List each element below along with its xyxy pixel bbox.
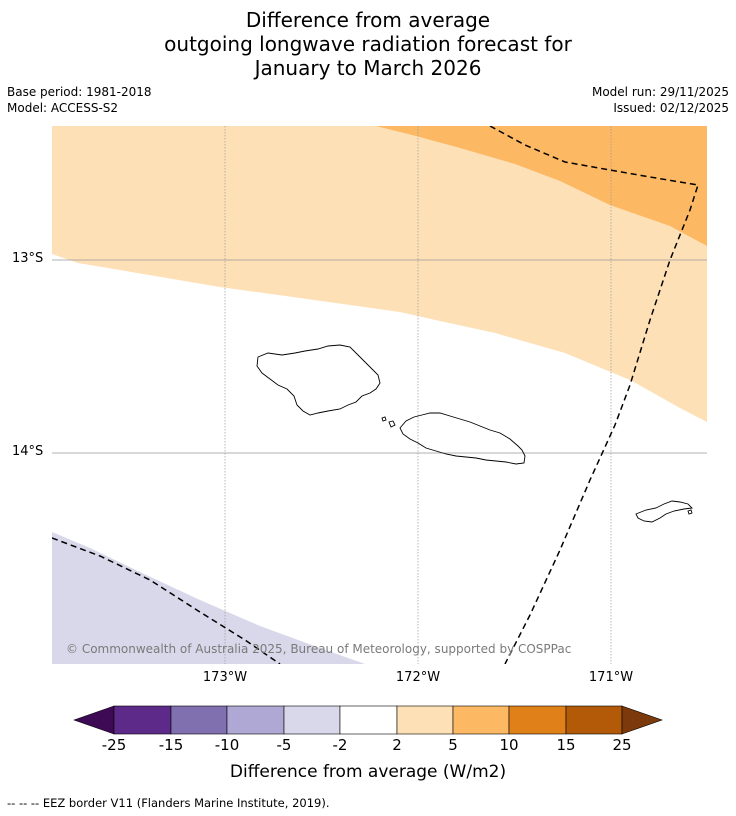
colorbar-extend-high <box>621 705 663 735</box>
colorbar-extend-low <box>73 705 115 735</box>
colorbar-tick-label: -5 <box>276 736 292 754</box>
apolima-islet <box>381 416 387 422</box>
map-area <box>52 126 707 664</box>
colorbar-bin-neg15-neg10 <box>170 705 228 735</box>
lat-label-14s: 14°S <box>12 444 44 459</box>
eez-border-east <box>489 126 699 664</box>
colorbar-tick-label: 10 <box>499 736 519 754</box>
colorbar-tick-label: 15 <box>556 736 576 754</box>
colorbar-bin-10-15 <box>508 705 567 735</box>
anomaly-region-neg5-to-neg2 <box>52 532 365 664</box>
colorbar-tick-label: 2 <box>392 736 402 754</box>
anomaly-region-2-to-5 <box>52 126 707 422</box>
colorbar-tick-label: -2 <box>332 736 348 754</box>
aunuu-islet <box>687 509 693 515</box>
meta-right: Model run: 29/11/2025 Issued: 02/12/2025 <box>592 84 729 116</box>
colorbar-bin-neg25-neg15 <box>113 705 172 735</box>
savaii-island <box>256 344 381 416</box>
title-line-3: January to March 2026 <box>254 56 482 80</box>
upolu-island <box>399 412 526 465</box>
map-title: Difference from average outgoing longwav… <box>0 8 736 80</box>
colorbar-bin-neg5-neg2 <box>283 705 341 735</box>
colorbar-bin-5-10 <box>452 705 510 735</box>
manono-islet <box>388 420 396 428</box>
model-run: Model run: 29/11/2025 <box>591 85 729 99</box>
anomaly-region-5-to-10 <box>376 126 707 246</box>
title-line-2: outgoing longwave radiation forecast for <box>164 32 572 56</box>
colorbar-title: Difference from average (W/m2) <box>229 762 507 782</box>
colorbar-tick-label: 5 <box>448 736 458 754</box>
colorbar-tick-label: -25 <box>101 736 127 754</box>
eez-border-southwest <box>52 537 281 664</box>
lon-label-173w: 173°W <box>202 670 248 685</box>
lon-label-171w: 171°W <box>588 670 634 685</box>
colorbar-tick-label: -10 <box>214 736 240 754</box>
colorbar-bin-neg10-neg5 <box>226 705 285 735</box>
copyright-notice: © Commonwealth of Australia 2025, Bureau… <box>66 642 572 656</box>
title-line-1: Difference from average <box>245 8 491 32</box>
base-period: Base period: 1981-2018 <box>7 85 152 99</box>
colorbar-tick-label: -15 <box>158 736 184 754</box>
graticule <box>52 126 707 664</box>
tutuila-island <box>635 500 693 523</box>
model-name: Model: ACCESS-S2 <box>7 101 119 115</box>
eez-legend: -- -- -- EEZ border V11 (Flanders Marine… <box>7 796 330 810</box>
meta-left: Base period: 1981-2018 Model: ACCESS-S2 <box>7 84 152 116</box>
colorbar-bin-neg2-2 <box>339 705 398 735</box>
colorbar-tick-label: 25 <box>612 736 632 754</box>
colorbar-bin-2-5 <box>396 705 454 735</box>
colorbar <box>73 705 663 735</box>
issued-date: Issued: 02/12/2025 <box>613 101 729 115</box>
lat-label-13s: 13°S <box>12 251 44 266</box>
colorbar-bin-15-25 <box>565 705 623 735</box>
lon-label-172w: 172°W <box>395 670 441 685</box>
